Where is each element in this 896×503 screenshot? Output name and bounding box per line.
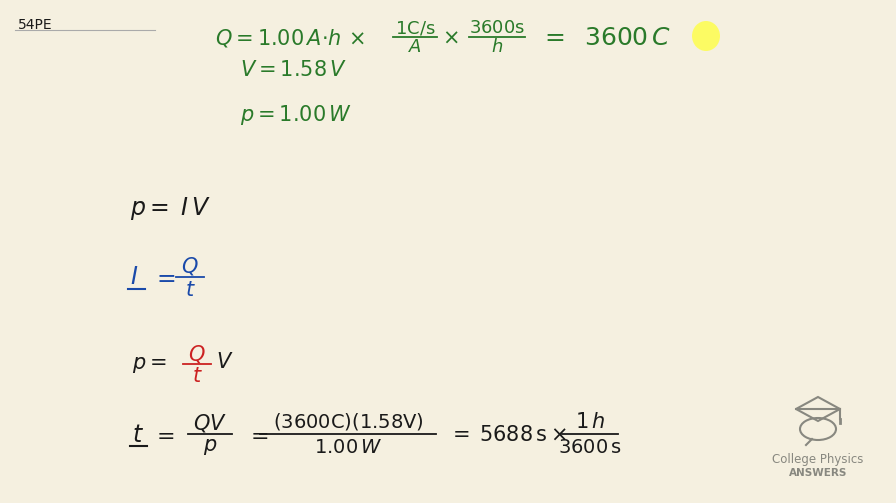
Text: $t$: $t$ — [185, 281, 195, 299]
Text: $h$: $h$ — [491, 38, 503, 56]
Text: $=$: $=$ — [246, 424, 269, 446]
Text: $V = 1.58\,V$: $V = 1.58\,V$ — [240, 60, 348, 80]
Text: $3600\mathrm{s}$: $3600\mathrm{s}$ — [469, 19, 525, 37]
Ellipse shape — [692, 21, 720, 51]
Text: $t$: $t$ — [132, 424, 144, 447]
Text: $Q$: $Q$ — [181, 255, 199, 277]
Text: $QV$: $QV$ — [193, 412, 227, 434]
Text: $p =$: $p =$ — [132, 355, 167, 375]
Text: $=\;5688\,\mathrm{s}\times$: $=\;5688\,\mathrm{s}\times$ — [448, 425, 567, 445]
Text: $(3600\mathrm{C})(1.58\mathrm{V})$: $(3600\mathrm{C})(1.58\mathrm{V})$ — [272, 411, 424, 433]
Text: $1\,h$: $1\,h$ — [574, 412, 605, 432]
Text: $A$: $A$ — [408, 38, 422, 56]
Text: $p = 1.00\,W$: $p = 1.00\,W$ — [240, 103, 352, 127]
Text: ANSWERS: ANSWERS — [788, 468, 848, 478]
Text: $V$: $V$ — [216, 352, 234, 372]
Text: $Q$: $Q$ — [188, 343, 206, 365]
Text: $1\mathrm{C/s}$: $1\mathrm{C/s}$ — [395, 19, 435, 37]
Text: $1.00\,W$: $1.00\,W$ — [314, 439, 383, 457]
Text: College Physics: College Physics — [772, 453, 864, 465]
Text: $p = \;I\,V$: $p = \;I\,V$ — [130, 195, 211, 221]
Text: $=$: $=$ — [152, 267, 176, 290]
Text: $\times$: $\times$ — [442, 29, 459, 47]
Text: $=\;\;3600\,C$: $=\;\;3600\,C$ — [540, 27, 671, 49]
Text: $Q = 1.00\,A{\cdot}h\,\times$: $Q = 1.00\,A{\cdot}h\,\times$ — [215, 27, 366, 49]
Text: $I$: $I$ — [130, 267, 138, 290]
Text: $=$: $=$ — [152, 424, 175, 446]
Text: 54PE: 54PE — [18, 18, 53, 32]
Text: $p$: $p$ — [202, 437, 217, 457]
Text: $t$: $t$ — [192, 367, 202, 385]
Text: $3600\,\mathrm{s}$: $3600\,\mathrm{s}$ — [558, 439, 622, 457]
